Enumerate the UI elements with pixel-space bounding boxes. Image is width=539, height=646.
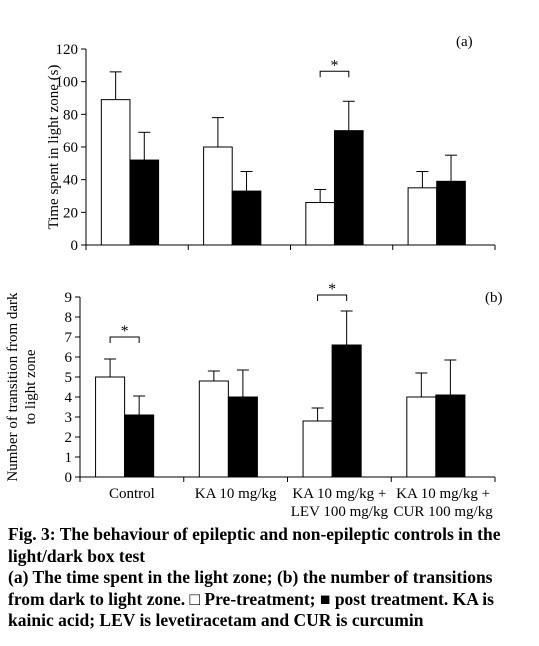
significance-marker: * <box>330 57 338 74</box>
x-category-label: KA 10 mg/kg + CUR 100 mg/kg <box>394 486 494 520</box>
x-category-label: Control <box>109 486 155 502</box>
bar-series2 <box>129 159 160 246</box>
caption-body: (a) The time spent in the light zone; (b… <box>8 567 494 630</box>
y-tick-label: 20 <box>63 205 78 221</box>
y-tick-label: 1 <box>65 450 73 466</box>
bar-series2 <box>436 180 466 246</box>
y-tick-label: 40 <box>63 173 78 189</box>
x-category-label-line: KA 10 mg/kg + <box>396 486 490 502</box>
y-tick-label: 0 <box>65 470 73 486</box>
y-tick-label: 2 <box>65 430 73 446</box>
bar-series1 <box>203 146 233 246</box>
bar-series1 <box>406 396 437 478</box>
bar-series2 <box>435 394 466 478</box>
x-category-label-line: CUR 100 mg/kg <box>394 504 494 520</box>
x-category-label-line: LEV 100 mg/kg <box>291 504 389 520</box>
panel-label: (b) <box>485 290 503 306</box>
x-category-label-line: KA 10 mg/kg <box>195 486 277 502</box>
x-category-label-line: KA 10 mg/kg + <box>292 486 386 502</box>
significance-bracket <box>109 336 140 343</box>
x-category-label: KA 10 mg/kg <box>195 486 277 502</box>
y-axis-title-line: Time spent in light zone (s) <box>46 65 62 230</box>
bar-series1 <box>198 380 229 478</box>
y-tick-label: 80 <box>63 107 78 123</box>
chart-panel-1: 0 20 40 60 80 100 120 Time spent in light zone … <box>46 34 496 254</box>
panel-label: (a) <box>456 34 473 50</box>
y-tick-label: 3 <box>65 410 73 426</box>
y-tick-label: 7 <box>65 330 73 346</box>
significance-bracket <box>319 70 350 78</box>
bar-series2 <box>124 414 155 478</box>
y-tick-label: 4 <box>65 390 73 406</box>
y-tick-label: 120 <box>56 42 79 58</box>
bar-series1 <box>95 376 126 478</box>
significance-marker: * <box>328 281 336 298</box>
y-tick-label: 0 <box>71 238 79 254</box>
y-tick-label: 6 <box>65 350 73 366</box>
x-category-label-line: Control <box>109 486 155 502</box>
bar-series1 <box>305 202 335 246</box>
bar-series2 <box>333 130 364 246</box>
x-category-label: KA 10 mg/kg + LEV 100 mg/kg <box>291 486 389 520</box>
y-tick-label: 5 <box>65 370 73 386</box>
caption-title: Fig. 3: The behaviour of epileptic and n… <box>8 524 501 566</box>
y-axis-title-line: Number of transition from dark <box>5 292 21 482</box>
bar-series2 <box>227 396 258 478</box>
y-axis-title: Number of transition from dark to light z… <box>5 292 39 482</box>
bar-series1 <box>407 187 438 246</box>
bar-series1 <box>100 99 131 246</box>
y-tick-label: 8 <box>65 310 73 326</box>
bar-series1 <box>302 420 333 478</box>
bar-series2 <box>231 190 262 246</box>
significance-marker: * <box>121 323 129 340</box>
figure-caption: Fig. 3: The behaviour of epileptic and n… <box>8 524 533 632</box>
bar-series2 <box>331 344 362 478</box>
y-tick-label: 100 <box>56 75 79 91</box>
y-tick-label: 9 <box>65 290 73 306</box>
y-axis-title: Time spent in light zone (s) <box>46 65 62 230</box>
significance-bracket <box>317 294 348 301</box>
y-tick-label: 60 <box>63 140 78 156</box>
chart-panel-2: 0 1 2 3 4 5 6 7 8 9 Number of transition from dark… <box>5 281 503 520</box>
y-axis-title-line: to light zone <box>23 349 39 424</box>
